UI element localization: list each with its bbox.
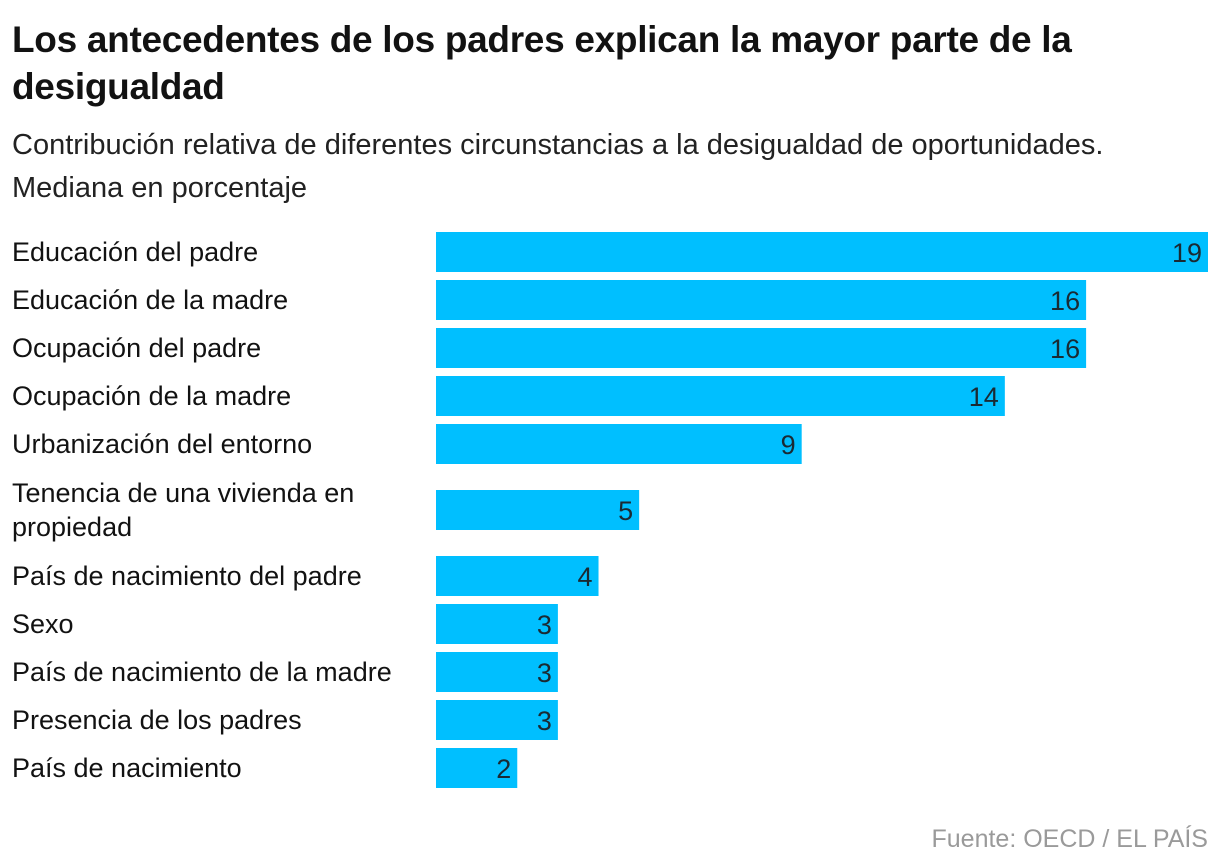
bar bbox=[436, 700, 558, 740]
category-label: País de nacimiento de la madre bbox=[12, 657, 392, 687]
bar bbox=[436, 604, 558, 644]
bar bbox=[436, 652, 558, 692]
category-label: Urbanización del entorno bbox=[12, 429, 312, 459]
bar bbox=[436, 280, 1087, 320]
category-label: Educación de la madre bbox=[12, 285, 288, 315]
bar bbox=[436, 232, 1208, 272]
bar bbox=[436, 748, 518, 788]
category-label: Ocupación de la madre bbox=[12, 381, 291, 411]
category-label: País de nacimiento del padre bbox=[12, 561, 362, 591]
bar-value-label: 3 bbox=[537, 706, 552, 736]
bar-value-label: 19 bbox=[1172, 238, 1202, 268]
bar-value-label: 3 bbox=[537, 658, 552, 688]
bar-value-label: 4 bbox=[577, 562, 592, 592]
category-label: País de nacimiento bbox=[12, 753, 242, 783]
bar-value-label: 2 bbox=[496, 754, 511, 784]
bar bbox=[436, 490, 640, 530]
category-label: Ocupación del padre bbox=[12, 333, 261, 363]
bar bbox=[436, 376, 1005, 416]
category-label: propiedad bbox=[12, 512, 132, 542]
bar bbox=[436, 556, 599, 596]
bar-value-label: 16 bbox=[1050, 286, 1080, 316]
bar-value-label: 14 bbox=[969, 382, 999, 412]
bar-value-label: 3 bbox=[537, 610, 552, 640]
bar bbox=[436, 424, 802, 464]
bar-value-label: 9 bbox=[781, 430, 796, 460]
bar-value-label: 16 bbox=[1050, 334, 1080, 364]
category-label: Tenencia de una vivienda en bbox=[12, 478, 354, 508]
chart-subtitle: Contribución relativa de diferentes circ… bbox=[12, 129, 1104, 204]
category-label: Sexo bbox=[12, 609, 74, 639]
category-label: Educación del padre bbox=[12, 237, 258, 267]
category-label: Presencia de los padres bbox=[12, 705, 302, 735]
bar-value-label: 5 bbox=[618, 496, 633, 526]
chart-title: Los antecedentes de los padres explican … bbox=[12, 19, 1072, 107]
source-note: Fuente: OECD / EL PAÍS bbox=[931, 825, 1208, 853]
bar bbox=[436, 328, 1087, 368]
